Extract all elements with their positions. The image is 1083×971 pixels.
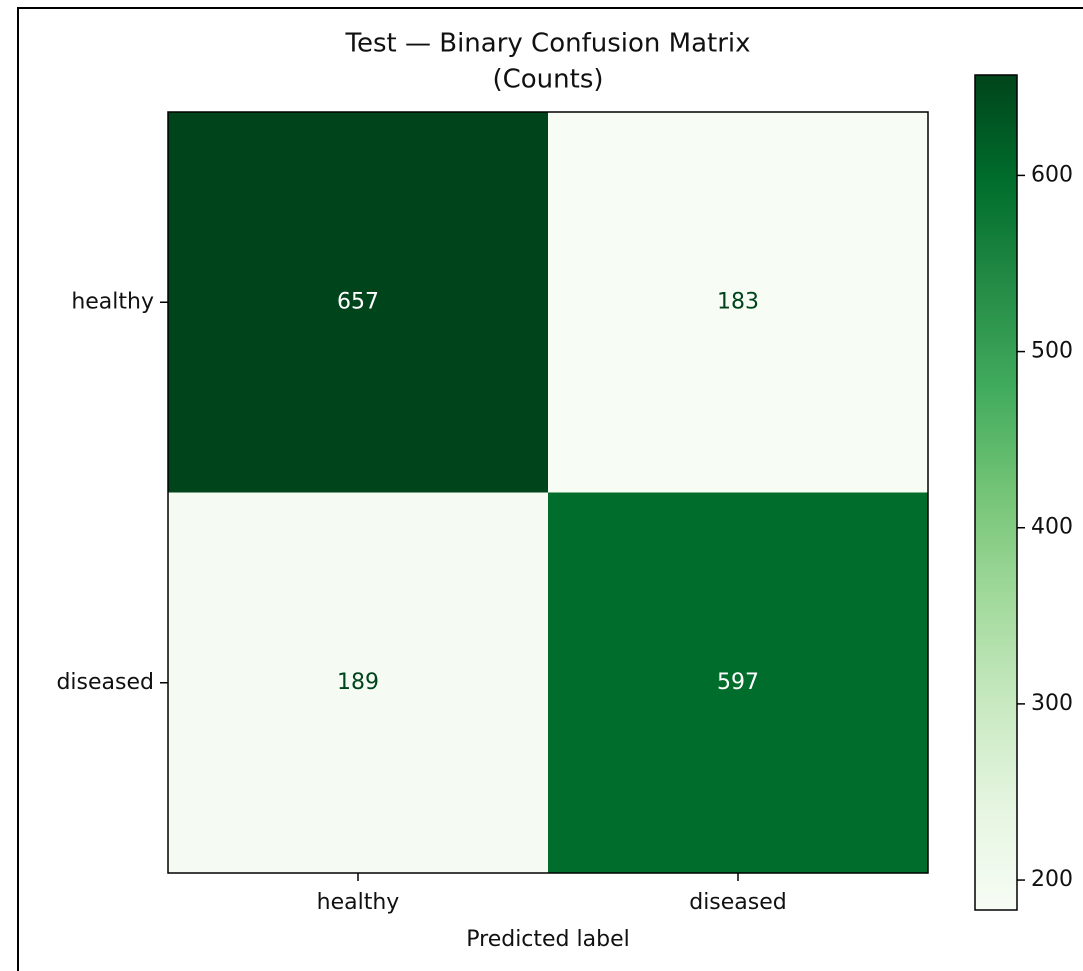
chart-subtitle: (Counts) [492, 65, 603, 95]
cell-label: 597 [717, 670, 759, 695]
colorbar-tick-label: 300 [1031, 691, 1073, 716]
colorbar [974, 74, 1018, 911]
heatmap-cell [548, 492, 928, 873]
heatmap-cell [548, 112, 928, 493]
cell-label: 183 [717, 289, 759, 314]
x-axis-label: Predicted label [466, 927, 629, 952]
y-tick-label: healthy [71, 289, 154, 314]
colorbar-tick-label: 200 [1031, 867, 1073, 892]
colorbar-tick-label: 400 [1031, 515, 1073, 540]
chart-title: Test — Binary Confusion Matrix [345, 29, 751, 59]
plot-border [167, 111, 929, 874]
x-tick-label: healthy [317, 890, 400, 915]
x-tick-label: diseased [689, 890, 787, 915]
y-tick-label: diseased [56, 670, 154, 695]
heatmap-cell [168, 112, 548, 493]
heatmap-cell [168, 492, 548, 873]
colorbar-tick-label: 600 [1031, 162, 1073, 187]
cell-label: 189 [337, 670, 379, 695]
cell-label: 657 [337, 289, 379, 314]
colorbar-tick-label: 500 [1031, 339, 1073, 364]
